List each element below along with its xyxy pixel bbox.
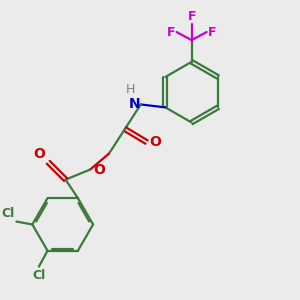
Text: F: F (167, 26, 175, 38)
Text: O: O (149, 135, 161, 149)
Text: F: F (188, 10, 196, 23)
Text: F: F (208, 26, 217, 38)
Text: N: N (129, 98, 141, 112)
Text: O: O (93, 163, 105, 177)
Text: O: O (33, 147, 45, 161)
Text: Cl: Cl (2, 207, 15, 220)
Text: Cl: Cl (32, 269, 46, 282)
Text: H: H (126, 83, 135, 96)
